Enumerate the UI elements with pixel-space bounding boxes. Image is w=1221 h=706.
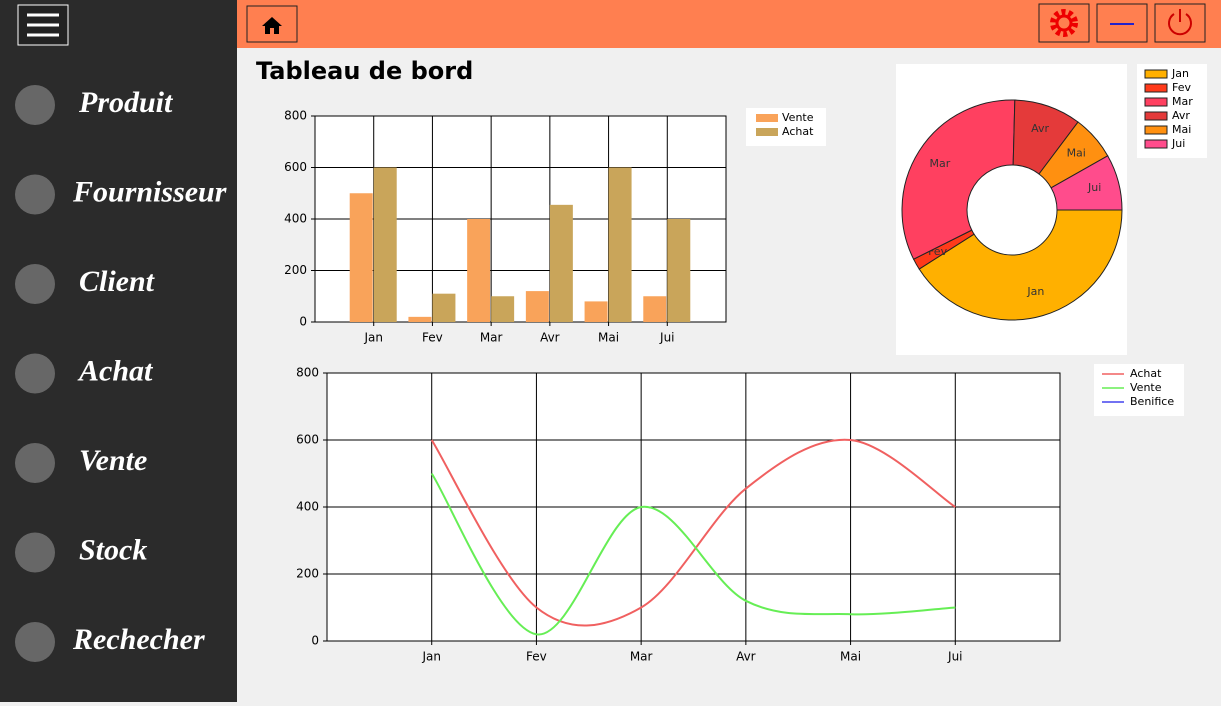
sidebar-item[interactable]: Client — [79, 265, 156, 298]
x-tick-label: Mar — [630, 650, 653, 664]
sidebar-icon — [15, 353, 55, 394]
x-tick-label: Jan — [363, 331, 383, 345]
power-icon — [1168, 9, 1192, 36]
x-tick-label: Fev — [422, 331, 443, 345]
slice-label: Mar — [929, 157, 950, 170]
bar — [608, 167, 632, 322]
y-tick-label: 800 — [296, 366, 319, 380]
pie-slice — [901, 99, 1016, 260]
pie-slice — [918, 209, 1123, 321]
legend-label: Achat — [782, 125, 814, 138]
slice-label: Jui — [1087, 181, 1101, 194]
legend-label: Avr — [1172, 109, 1190, 122]
legend-label: Vente — [782, 111, 814, 124]
sidebar-icon — [15, 174, 55, 215]
sidebar-item[interactable]: Rechecher — [72, 623, 205, 656]
legend-label: Mai — [1172, 123, 1191, 136]
pie-slice — [1050, 155, 1123, 211]
sidebar-icon — [15, 532, 55, 573]
sidebar-icon — [15, 85, 55, 125]
y-tick-label: 0 — [299, 315, 307, 329]
bar — [643, 296, 667, 322]
bar — [525, 291, 549, 322]
legend-label: Benifice — [1130, 395, 1174, 408]
y-tick-label: 600 — [296, 433, 319, 447]
sidebar-item[interactable]: Fournisseur — [72, 175, 227, 208]
slice-label: Avr — [1031, 122, 1049, 135]
menu-icon — [27, 13, 59, 37]
x-tick-label: Jan — [421, 650, 441, 664]
bar — [491, 296, 515, 322]
sidebar-item[interactable]: Vente — [79, 444, 147, 477]
sidebar-item[interactable]: Produit — [78, 86, 174, 119]
legend-swatch — [1144, 139, 1168, 149]
sidebar-icon — [15, 264, 55, 304]
y-tick-label: 400 — [296, 500, 319, 514]
legend-label: Jan — [1171, 67, 1189, 80]
bar — [432, 293, 456, 322]
x-tick-label: Avr — [540, 331, 560, 345]
legend-label: Jui — [1171, 137, 1185, 150]
x-tick-label: Jui — [659, 331, 674, 345]
x-tick-label: Mar — [480, 331, 503, 345]
sidebar-item[interactable]: Achat — [77, 354, 154, 387]
legend-label: Mar — [1172, 95, 1193, 108]
settings-icon — [1055, 14, 1073, 32]
legend-swatch — [1144, 97, 1168, 107]
slice-label: Mai — [1067, 147, 1086, 160]
legend-swatch — [1144, 111, 1168, 121]
legend-label: Fev — [1172, 81, 1191, 94]
y-tick-label: 200 — [296, 567, 319, 581]
legend-swatch — [1144, 69, 1168, 79]
x-tick-label: Fev — [526, 650, 547, 664]
y-tick-label: 0 — [311, 634, 319, 648]
y-tick-label: 600 — [284, 160, 307, 174]
legend-label: Vente — [1130, 381, 1162, 394]
x-tick-label: Avr — [736, 650, 756, 664]
y-tick-label: 200 — [284, 263, 307, 277]
y-tick-label: 400 — [284, 212, 307, 226]
y-tick-label: 800 — [284, 109, 307, 123]
home-icon — [262, 17, 282, 34]
page-title: Tableau de bord — [256, 57, 473, 85]
bar — [349, 193, 373, 322]
bar — [584, 301, 608, 322]
line-series — [430, 472, 956, 636]
sidebar-item[interactable]: Stock — [79, 533, 147, 566]
x-tick-label: Mai — [840, 650, 861, 664]
x-tick-label: Jui — [947, 650, 962, 664]
line-series — [430, 438, 956, 627]
slice-label: Jan — [1026, 285, 1044, 298]
legend-swatch — [756, 114, 778, 122]
sidebar-icon — [15, 443, 55, 483]
legend — [1094, 364, 1184, 416]
bar — [667, 219, 691, 322]
legend-swatch — [756, 128, 778, 136]
bar — [467, 219, 491, 322]
settings-icon — [1050, 9, 1078, 37]
legend-swatch — [1144, 125, 1168, 135]
x-tick-label: Mai — [598, 331, 619, 345]
legend-label: Achat — [1130, 367, 1162, 380]
bar — [373, 167, 397, 322]
bar — [549, 204, 573, 322]
bar — [408, 316, 432, 322]
sidebar-icon — [15, 622, 55, 662]
legend-swatch — [1144, 83, 1168, 93]
